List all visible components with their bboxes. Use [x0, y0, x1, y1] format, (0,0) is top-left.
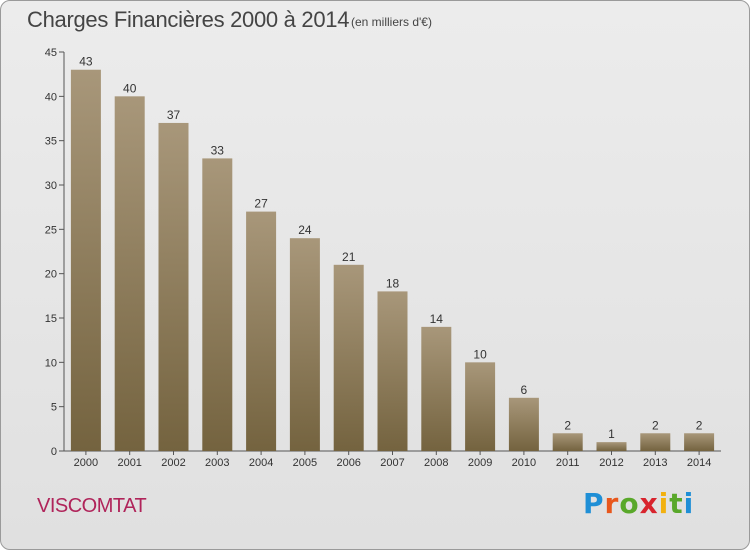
bar-2003: [202, 158, 233, 451]
bar-2006: [333, 264, 364, 451]
y-tick-label: 20: [45, 269, 57, 281]
data-label-2013: 2: [652, 418, 659, 432]
bar-2002: [158, 122, 189, 451]
data-label-2002: 37: [167, 108, 181, 122]
x-axis: 2000 2001 2002 2003 2004 2005 2006 2007 2008 2009…: [64, 450, 721, 469]
chart-subtitle: (en milliers d'€): [351, 15, 432, 29]
y-tick-label: 10: [45, 357, 57, 369]
x-tick-label: 2011: [556, 457, 580, 469]
data-label-2000: 43: [79, 55, 93, 69]
y-axis: 0 5 10 15 20 25 30 35 40 45: [45, 47, 65, 458]
y-tick-label: 40: [45, 91, 57, 103]
proxiti-logo[interactable]: Proxiti: [583, 487, 695, 520]
x-tick-label: 2010: [512, 457, 536, 469]
y-tick-label: 25: [45, 224, 57, 236]
data-label-2010: 6: [521, 383, 528, 397]
y-tick-label: 0: [51, 446, 57, 458]
bar-2004: [246, 211, 277, 451]
bar-2008: [421, 326, 452, 451]
bar-2005: [289, 238, 320, 451]
x-tick-label: 2000: [74, 457, 98, 469]
data-label-2001: 40: [123, 81, 137, 95]
y-tick-label: 35: [45, 136, 57, 148]
data-label-2011: 2: [564, 418, 571, 432]
x-tick-label: 2012: [599, 457, 623, 469]
bar-2013: [640, 433, 671, 451]
x-tick-label: 2003: [205, 457, 229, 469]
data-label-2012: 1: [608, 427, 615, 441]
commune-name: VISCOMTAT: [37, 495, 147, 517]
bar-2012: [596, 442, 627, 451]
bar-2000: [70, 69, 101, 451]
bar-2007: [377, 291, 408, 451]
bar-2011: [552, 433, 583, 451]
x-tick-label: 2014: [687, 457, 711, 469]
bar-2010: [508, 397, 539, 451]
y-tick-label: 15: [45, 313, 57, 325]
x-tick-label: 2001: [117, 457, 141, 469]
y-tick-label: 45: [45, 47, 57, 59]
data-label-2005: 24: [298, 223, 312, 237]
y-tick-label: 30: [45, 180, 57, 192]
y-tick-label: 5: [51, 402, 57, 414]
bar-2001: [114, 96, 145, 451]
x-tick-label: 2007: [380, 457, 404, 469]
x-tick-label: 2008: [424, 457, 448, 469]
data-label-2003: 33: [211, 143, 225, 157]
x-tick-label: 2006: [336, 457, 360, 469]
chart-title: Charges Financières 2000 à 2014: [27, 7, 350, 32]
data-label-2014: 2: [696, 418, 703, 432]
data-label-2007: 18: [386, 276, 400, 290]
x-tick-label: 2009: [468, 457, 492, 469]
x-tick-label: 2004: [249, 457, 273, 469]
data-label-2004: 27: [254, 197, 268, 211]
bar-2014: [684, 433, 715, 451]
data-label-2008: 14: [430, 312, 444, 326]
x-tick-label: 2013: [643, 457, 667, 469]
data-label-2009: 10: [473, 347, 487, 361]
x-tick-label: 2005: [293, 457, 317, 469]
data-label-2006: 21: [342, 250, 356, 264]
bar-2009: [465, 362, 496, 451]
x-tick-label: 2002: [161, 457, 185, 469]
bars: [70, 69, 715, 451]
